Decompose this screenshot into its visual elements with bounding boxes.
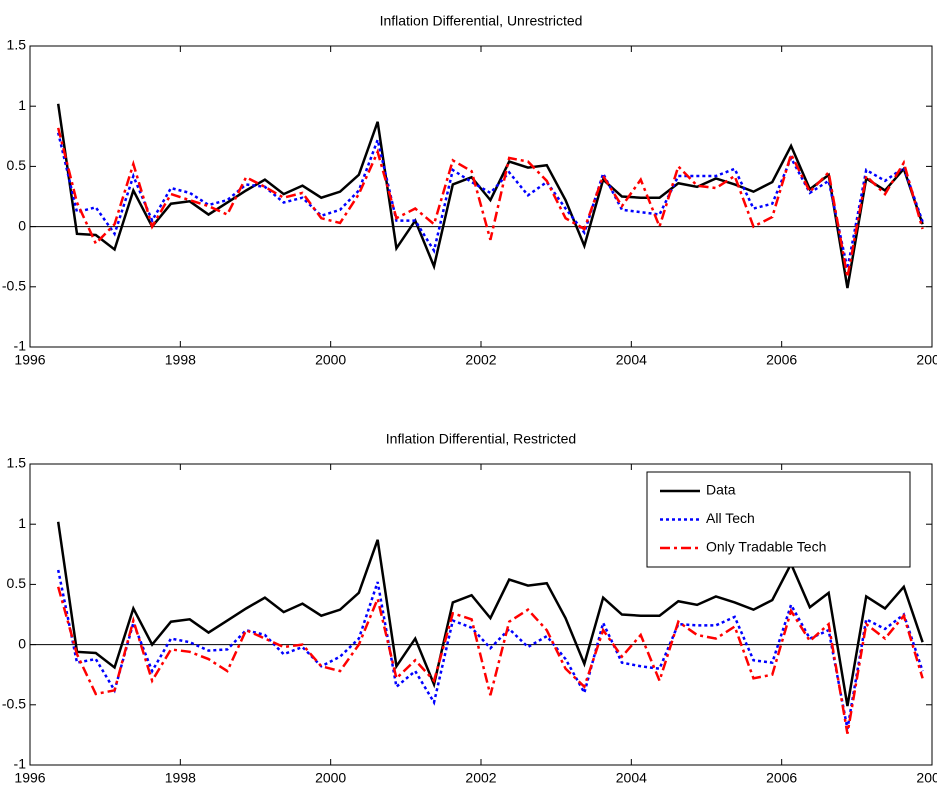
y-tick-label: 0.5 [7,157,27,173]
legend-label: Only Tradable Tech [706,539,826,555]
y-tick-label: -1 [14,338,27,354]
x-tick-label: 2000 [315,770,346,786]
y-tick-label: 1 [18,97,26,113]
x-tick-label: 1998 [165,770,196,786]
y-tick-label: -0.5 [2,278,26,294]
chart-title: Inflation Differential, Unrestricted [380,13,583,29]
x-tick-label: 2006 [766,770,797,786]
plot-frame [29,463,933,766]
y-tick-label: 1 [18,515,26,531]
chart-title: Inflation Differential, Restricted [386,431,576,447]
y-tick-label: -0.5 [2,696,26,712]
x-tick-label: 1998 [165,352,196,368]
x-tick-label: 2002 [465,770,496,786]
x-tick-label: 2000 [315,352,346,368]
series-line [56,586,924,734]
x-tick-label: 1996 [14,352,45,368]
series-line [56,132,924,270]
x-tick-label: 2004 [616,352,647,368]
series-line [56,103,924,289]
y-tick-label: 1.5 [7,37,27,53]
y-tick-label: 0 [18,635,26,651]
x-tick-label: 2008 [916,770,937,786]
x-tick-label: 1996 [14,770,45,786]
x-tick-label: 2004 [616,770,647,786]
plot-frame [29,45,933,348]
y-tick-label: 0.5 [7,575,27,591]
y-tick-label: 1.5 [7,455,27,471]
series-line [56,521,924,707]
x-tick-label: 2006 [766,352,797,368]
x-tick-label: 2002 [465,352,496,368]
series-line [56,569,924,730]
legend-label: All Tech [706,510,755,526]
y-tick-label: -1 [14,756,27,772]
legend-label: Data [706,482,736,498]
series-line [56,127,924,278]
y-tick-label: 0 [18,217,26,233]
x-tick-label: 2008 [916,352,937,368]
